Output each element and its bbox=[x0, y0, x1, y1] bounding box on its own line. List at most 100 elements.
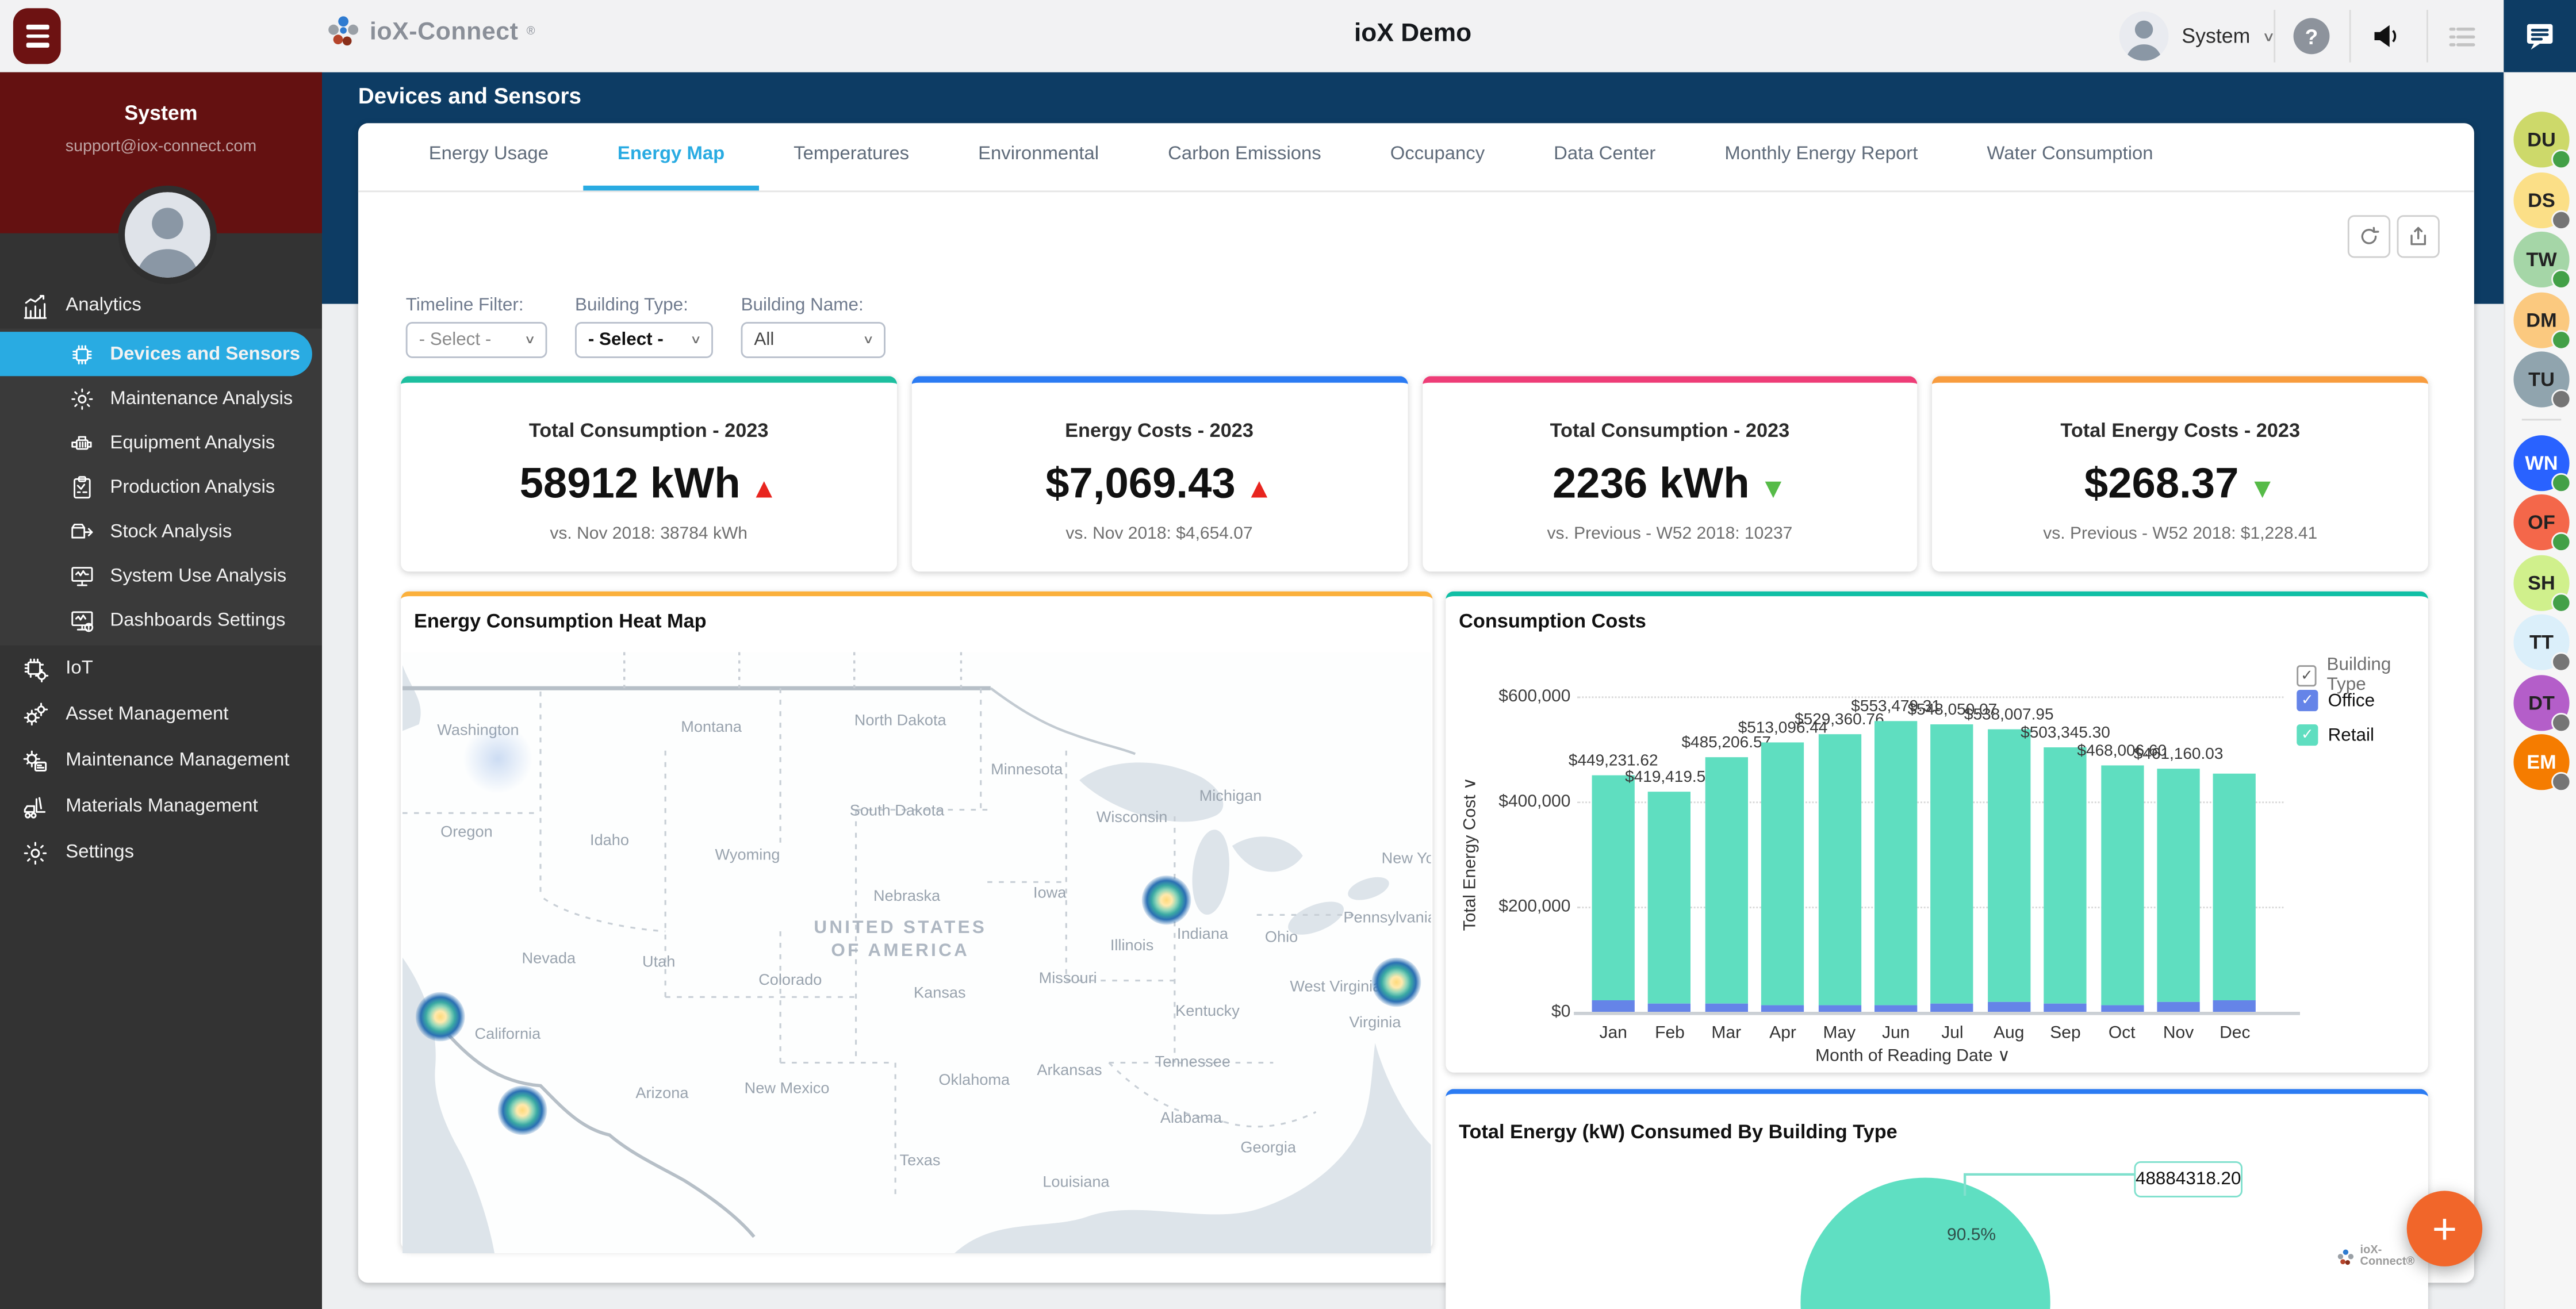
bar-office-dec[interactable] bbox=[2214, 1001, 2256, 1012]
sidebar-item-equipment-analysis[interactable]: Equipment Analysis bbox=[0, 420, 322, 465]
rail-avatar-tw[interactable]: TW bbox=[2513, 232, 2569, 287]
bar-retail-sep[interactable] bbox=[2044, 747, 2087, 1004]
menu-toggle-button[interactable] bbox=[13, 8, 61, 64]
stat-card-1[interactable]: Energy Costs - 2023$7,069.43▲vs. Nov 201… bbox=[911, 376, 1407, 571]
sidebar-item-iot[interactable]: IoT bbox=[0, 646, 322, 692]
bar-retail-dec[interactable] bbox=[2214, 774, 2256, 1001]
heat-marker-0[interactable] bbox=[416, 992, 465, 1042]
bar-retail-oct[interactable] bbox=[2100, 766, 2143, 1005]
tab-energy-usage[interactable]: Energy Usage bbox=[394, 123, 583, 190]
tab-carbon-emissions[interactable]: Carbon Emissions bbox=[1133, 123, 1356, 190]
checkbox-retail[interactable]: ✓ bbox=[2297, 724, 2318, 746]
bar-retail-nov[interactable] bbox=[2157, 769, 2199, 1002]
export-button[interactable] bbox=[2397, 215, 2440, 258]
tab-temperatures[interactable]: Temperatures bbox=[759, 123, 944, 190]
bar-office-oct[interactable] bbox=[2100, 1005, 2143, 1012]
legend-building-type[interactable]: ✓Building Type bbox=[2297, 655, 2428, 695]
rail-avatar-tu[interactable]: TU bbox=[2513, 351, 2569, 407]
bar-retail-feb[interactable] bbox=[1649, 792, 1691, 1004]
rail-avatar-tt[interactable]: TT bbox=[2513, 615, 2569, 670]
filter-select-building-name[interactable]: All∨ bbox=[741, 322, 885, 358]
bar-office-jun[interactable] bbox=[1874, 1004, 1917, 1012]
speaker-icon bbox=[2369, 20, 2402, 52]
bar-office-apr[interactable] bbox=[1761, 1005, 1804, 1012]
rail-avatar-ds[interactable]: DS bbox=[2513, 172, 2569, 228]
rail-avatar-dt[interactable]: DT bbox=[2513, 674, 2569, 730]
filter-select-timeline-filter[interactable]: - Select -∨ bbox=[406, 322, 547, 358]
add-button[interactable]: + bbox=[2407, 1191, 2482, 1266]
sidebar-item-maintenance-analysis[interactable]: Maintenance Analysis bbox=[0, 376, 322, 420]
filter-select-building-type[interactable]: - Select -∨ bbox=[575, 322, 713, 358]
chat-panel-button[interactable] bbox=[2504, 0, 2576, 72]
legend-retail[interactable]: ✓Retail bbox=[2297, 724, 2374, 746]
tab-environmental[interactable]: Environmental bbox=[944, 123, 1133, 190]
heat-marker-3[interactable] bbox=[1372, 958, 1421, 1007]
help-button[interactable]: ? bbox=[2294, 18, 2330, 54]
heat-marker-2[interactable] bbox=[1142, 876, 1191, 925]
pie-value-callout: 48884318.20 bbox=[2134, 1161, 2242, 1197]
announcements-button[interactable] bbox=[2369, 20, 2402, 60]
gear-doc-icon bbox=[21, 747, 49, 775]
sidebar-item-asset-management[interactable]: Asset Management bbox=[0, 692, 322, 738]
bar-office-jul[interactable] bbox=[1931, 1003, 1973, 1012]
stat-card-0[interactable]: Total Consumption - 202358912 kWh▲vs. No… bbox=[401, 376, 896, 571]
sidebar-item-dashboards-settings[interactable]: Dashboards Settings bbox=[0, 598, 322, 642]
bar-office-nov[interactable] bbox=[2157, 1002, 2199, 1012]
rail-divider bbox=[2522, 418, 2562, 420]
sidebar-item-label: Maintenance Analysis bbox=[110, 389, 293, 408]
tab-data-center[interactable]: Data Center bbox=[1519, 123, 1690, 190]
chevron-down-icon[interactable]: ∨ bbox=[2261, 29, 2275, 44]
y-axis-title[interactable]: Total Energy Cost ∨ bbox=[1460, 723, 1480, 985]
bar-office-aug[interactable] bbox=[1988, 1002, 2030, 1012]
sidebar-item-stock-analysis[interactable]: Stock Analysis bbox=[0, 509, 322, 554]
sidebar-item-maintenance-management[interactable]: Maintenance Management bbox=[0, 738, 322, 784]
checkbox-building-type[interactable]: ✓ bbox=[2297, 665, 2317, 686]
rail-avatar-sh[interactable]: SH bbox=[2513, 554, 2569, 610]
rail-avatar-dm[interactable]: DM bbox=[2513, 291, 2569, 347]
stat-card-2[interactable]: Total Consumption - 20232236 kWh▼vs. Pre… bbox=[1422, 376, 1918, 571]
user-avatar[interactable] bbox=[2119, 11, 2169, 61]
state-label-iowa: Iowa bbox=[1033, 885, 1066, 903]
rail-avatar-du[interactable]: DU bbox=[2513, 112, 2569, 167]
sidebar-avatar[interactable] bbox=[118, 186, 217, 284]
list-view-button[interactable] bbox=[2446, 21, 2477, 61]
x-axis-title[interactable]: Month of Reading Date ∨ bbox=[1815, 1046, 2010, 1066]
checkbox-office[interactable]: ✓ bbox=[2297, 690, 2318, 711]
bar-retail-aug[interactable] bbox=[1988, 729, 2030, 1002]
legend-office[interactable]: ✓Office bbox=[2297, 690, 2375, 711]
sidebar-item-materials-management[interactable]: Materials Management bbox=[0, 784, 322, 830]
sidebar-item-production-analysis[interactable]: Production Analysis bbox=[0, 465, 322, 509]
stat-card-3[interactable]: Total Energy Costs - 2023$268.37▼vs. Pre… bbox=[1933, 376, 2428, 571]
bar-retail-jun[interactable] bbox=[1874, 721, 1917, 1004]
bar-retail-apr[interactable] bbox=[1761, 742, 1804, 1005]
stat-card-note: vs. Nov 2018: $4,654.07 bbox=[911, 524, 1407, 543]
sidebar-item-devices-and-sensors[interactable]: Devices and Sensors bbox=[0, 332, 312, 376]
bar-office-feb[interactable] bbox=[1649, 1003, 1691, 1012]
bar-retail-mar[interactable] bbox=[1705, 757, 1747, 1003]
sidebar-item-system-use-analysis[interactable]: System Use Analysis bbox=[0, 554, 322, 598]
rail-avatar-of[interactable]: OF bbox=[2513, 494, 2569, 550]
bar-retail-may[interactable] bbox=[1818, 734, 1861, 1005]
tab-energy-map[interactable]: Energy Map bbox=[583, 123, 759, 190]
rail-avatar-em[interactable]: EM bbox=[2513, 734, 2569, 790]
refresh-button[interactable] bbox=[2348, 215, 2390, 258]
bar-retail-jul[interactable] bbox=[1931, 724, 1973, 1003]
bar-retail-jan[interactable] bbox=[1592, 776, 1635, 1001]
sidebar-item-analytics[interactable]: Analytics bbox=[0, 282, 322, 328]
status-dot bbox=[2551, 270, 2571, 289]
tab-monthly-energy-report[interactable]: Monthly Energy Report bbox=[1690, 123, 1952, 190]
gear-icon bbox=[69, 385, 95, 412]
bar-office-may[interactable] bbox=[1818, 1005, 1861, 1012]
rail-avatar-wn[interactable]: WN bbox=[2513, 435, 2569, 490]
tab-water-consumption[interactable]: Water Consumption bbox=[1952, 123, 2187, 190]
heat-marker-1[interactable] bbox=[498, 1086, 547, 1135]
y-axis-tick: $600,000 bbox=[1478, 686, 1570, 706]
gear-icon bbox=[21, 839, 49, 867]
us-map[interactable]: UNITED STATESOF AMERICAWashingtonMontana… bbox=[402, 652, 1431, 1253]
bar-office-sep[interactable] bbox=[2044, 1004, 2087, 1012]
bar-office-jan[interactable] bbox=[1592, 1001, 1635, 1012]
bar-office-mar[interactable] bbox=[1705, 1004, 1747, 1012]
sidebar-item-settings[interactable]: Settings bbox=[0, 830, 322, 876]
user-name[interactable]: System bbox=[2182, 25, 2250, 48]
tab-occupancy[interactable]: Occupancy bbox=[1356, 123, 1519, 190]
